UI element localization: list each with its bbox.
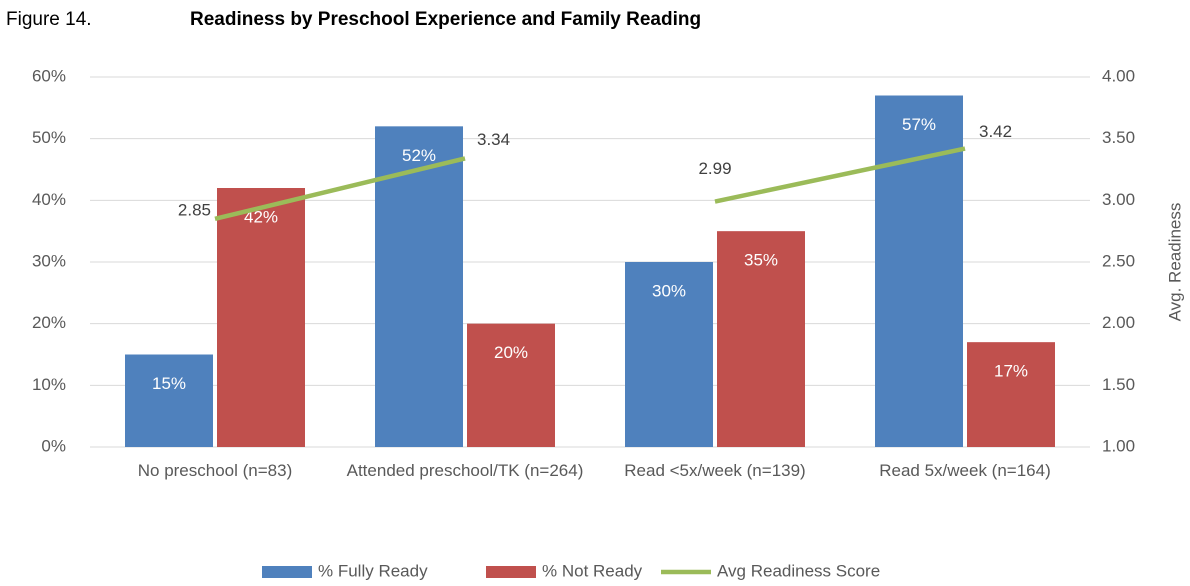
value-label: 42% <box>244 207 278 226</box>
bar <box>375 126 463 447</box>
x-tick-label: Attended preschool/TK (n=264) <box>346 461 584 480</box>
x-tick-label: No preschool (n=83) <box>137 461 293 480</box>
bar <box>875 95 963 447</box>
y2-tick-label: 2.00 <box>1102 313 1135 332</box>
y-tick-label: 40% <box>32 190 66 209</box>
y-tick-label: 60% <box>32 66 66 85</box>
y2-tick-label: 1.00 <box>1102 436 1135 455</box>
line <box>214 156 466 222</box>
x-tick-label: Read 5x/week (n=164) <box>879 461 1051 480</box>
bar <box>717 231 805 447</box>
y2-tick-label: 1.50 <box>1102 375 1135 394</box>
y2-tick-label: 2.50 <box>1102 251 1135 270</box>
line-value-label: 3.34 <box>477 130 510 149</box>
value-label: 15% <box>152 374 186 393</box>
y2-tick-label: 4.00 <box>1102 66 1135 85</box>
bar <box>467 323 555 447</box>
y2-tick-label: 3.50 <box>1102 128 1135 147</box>
value-label: 57% <box>902 115 936 134</box>
chart-title: Readiness by Preschool Experience and Fa… <box>190 9 701 30</box>
y-tick-label: 10% <box>32 375 66 394</box>
value-label: 17% <box>994 362 1028 381</box>
legend-label: Avg Readiness Score <box>717 561 880 580</box>
line <box>714 146 966 204</box>
legend-label: % Fully Ready <box>318 561 428 580</box>
figure-label: Figure 14. <box>6 9 92 30</box>
y2-tick-label: 3.00 <box>1102 190 1135 209</box>
legend-swatch <box>486 566 536 578</box>
legend-label: % Not Ready <box>542 561 643 580</box>
y-tick-label: 50% <box>32 128 66 147</box>
bar <box>967 342 1055 447</box>
value-label: 52% <box>402 146 436 165</box>
value-label: 20% <box>494 343 528 362</box>
bar <box>625 262 713 447</box>
line-value-label: 2.85 <box>178 200 211 219</box>
line-value-label: 3.42 <box>979 122 1012 141</box>
line-value-label: 2.99 <box>698 159 731 178</box>
value-label: 35% <box>744 251 778 270</box>
bar <box>217 188 305 447</box>
y-tick-label: 30% <box>32 251 66 270</box>
bar <box>125 354 213 447</box>
y2-axis-label: Avg. Readiness <box>1165 203 1184 322</box>
legend-swatch <box>262 566 312 578</box>
x-tick-label: Read <5x/week (n=139) <box>624 461 806 480</box>
y-tick-label: 20% <box>32 313 66 332</box>
y-tick-label: 0% <box>41 436 66 455</box>
value-label: 30% <box>652 281 686 300</box>
